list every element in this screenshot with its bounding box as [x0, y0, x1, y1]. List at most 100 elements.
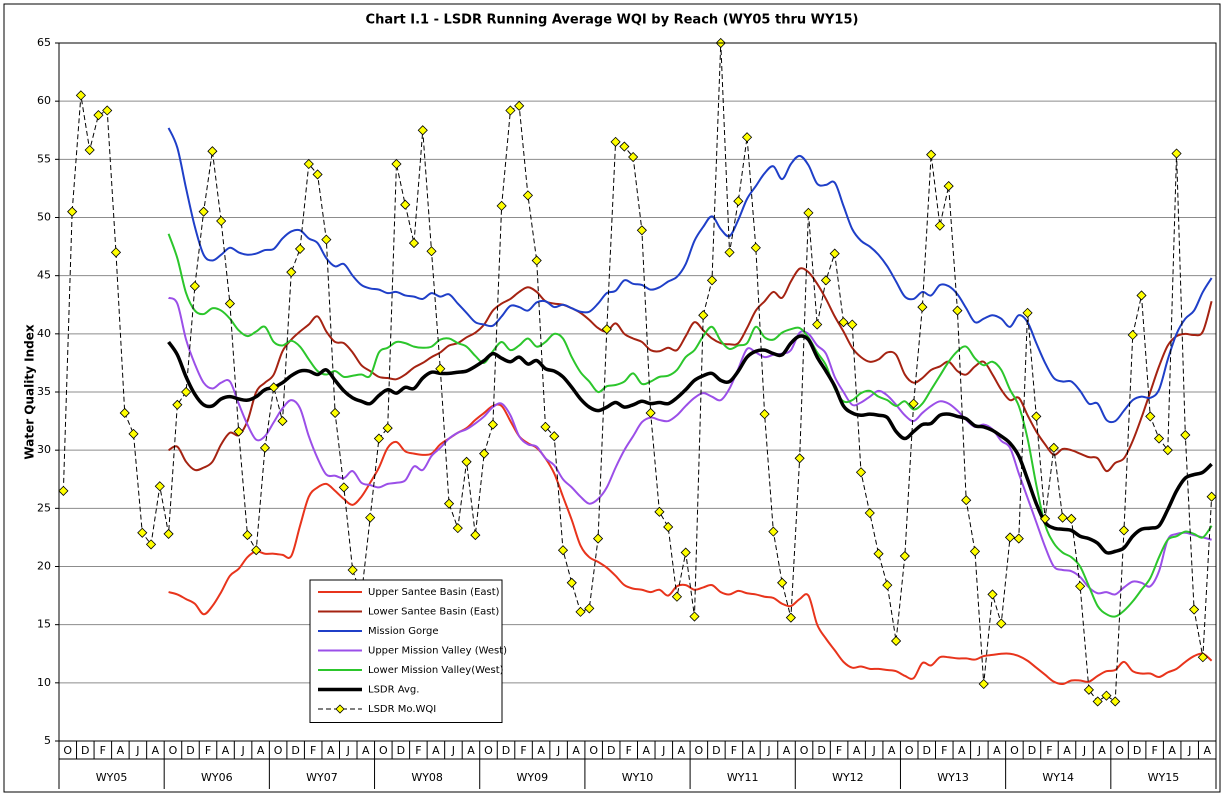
data-point: [1118, 525, 1130, 536]
data-point: [321, 234, 332, 245]
data-point: [216, 215, 227, 227]
x-tick-label: F: [941, 744, 947, 757]
x-tick-label: O: [63, 744, 72, 757]
x-group-label: WY12: [832, 771, 864, 784]
data-point: [1206, 491, 1217, 502]
x-tick-label: D: [291, 744, 299, 757]
data-point: [443, 498, 455, 509]
data-point: [1162, 445, 1173, 456]
x-tick-label: O: [379, 744, 388, 757]
data-point: [303, 158, 314, 170]
x-tick-label: D: [502, 744, 510, 757]
data-point: [417, 125, 428, 136]
data-point: [1092, 696, 1103, 707]
data-point: [671, 591, 683, 602]
data-point: [680, 547, 691, 558]
x-group-label: WY05: [96, 771, 128, 784]
data-point: [1075, 581, 1086, 592]
data-point: [224, 298, 235, 309]
x-tick-label: A: [1063, 744, 1071, 757]
x-tick-label: O: [800, 744, 809, 757]
data-point: [1136, 290, 1147, 301]
x-tick-label: J: [766, 744, 770, 757]
data-point: [601, 324, 612, 335]
x-tick-label: O: [905, 744, 914, 757]
x-tick-label: A: [642, 744, 650, 757]
data-point: [882, 580, 893, 591]
data-point: [698, 310, 709, 321]
data-point: [987, 589, 998, 600]
data-point: [452, 523, 463, 534]
x-tick-label: A: [572, 744, 580, 757]
x-tick-label: A: [152, 744, 160, 757]
data-point: [733, 196, 744, 207]
data-point: [566, 577, 577, 588]
legend-label: Upper Mission Valley (West): [368, 646, 507, 657]
legend-box: [309, 579, 503, 723]
x-tick-label: J: [872, 744, 876, 757]
data-point: [373, 433, 384, 444]
data-point: [312, 169, 323, 180]
data-point: [1048, 442, 1059, 453]
x-tick-label: F: [100, 744, 106, 757]
x-tick-label: F: [415, 744, 421, 757]
x-tick-label: A: [783, 744, 791, 757]
data-point: [768, 526, 779, 537]
x-tick-label: D: [923, 744, 931, 757]
y-tick-label: 35: [37, 385, 51, 398]
data-point: [952, 305, 963, 316]
data-point: [926, 149, 937, 160]
data-point: [899, 550, 910, 562]
x-tick-label: A: [1098, 744, 1106, 757]
chart-title: Chart I.1 - LSDR Running Average WQI by …: [366, 13, 859, 28]
data-point: [557, 545, 569, 556]
data-point: [172, 399, 183, 410]
data-point: [750, 242, 761, 253]
y-tick-label: 45: [37, 269, 51, 282]
data-point: [286, 267, 297, 278]
legend-label: LSDR Avg.: [368, 685, 419, 696]
data-point: [338, 482, 349, 493]
data-point: [522, 190, 534, 201]
data-point: [689, 611, 700, 622]
legend-label: Mission Gorge: [368, 626, 439, 637]
chart-frame: [3, 3, 1221, 793]
data-point: [864, 507, 875, 519]
x-tick-label: A: [678, 744, 686, 757]
data-point: [84, 144, 95, 156]
data-point: [724, 247, 735, 258]
data-point: [1057, 512, 1068, 523]
x-tick-label: D: [1133, 744, 1141, 757]
data-point: [873, 548, 884, 559]
data-point: [785, 612, 796, 623]
x-group-label: WY06: [201, 771, 233, 784]
data-point: [189, 281, 200, 292]
x-tick-label: O: [484, 744, 493, 757]
x-tick-label: D: [1028, 744, 1036, 757]
x-tick-label: O: [169, 744, 178, 757]
data-point: [619, 141, 630, 152]
data-point: [426, 246, 437, 257]
data-point: [829, 248, 840, 259]
data-point: [242, 530, 253, 541]
plot-area: [58, 37, 1217, 707]
series-line: [167, 127, 1213, 424]
data-point: [505, 105, 516, 116]
x-tick-label: O: [695, 744, 704, 757]
x-tick-label: D: [607, 744, 615, 757]
data-point: [330, 407, 341, 419]
y-tick-label: 25: [37, 501, 51, 514]
y-tick-label: 55: [37, 152, 51, 165]
data-point: [812, 319, 823, 330]
legend-label: LSDR Mo.WQI: [368, 704, 436, 715]
x-tick-label: A: [327, 744, 335, 757]
data-point: [540, 421, 551, 432]
data-point: [137, 527, 148, 538]
series-line: [167, 233, 1213, 618]
x-tick-label: J: [135, 744, 139, 757]
x-tick-label: A: [993, 744, 1001, 757]
y-tick-label: 65: [37, 36, 51, 49]
data-point: [487, 419, 498, 430]
